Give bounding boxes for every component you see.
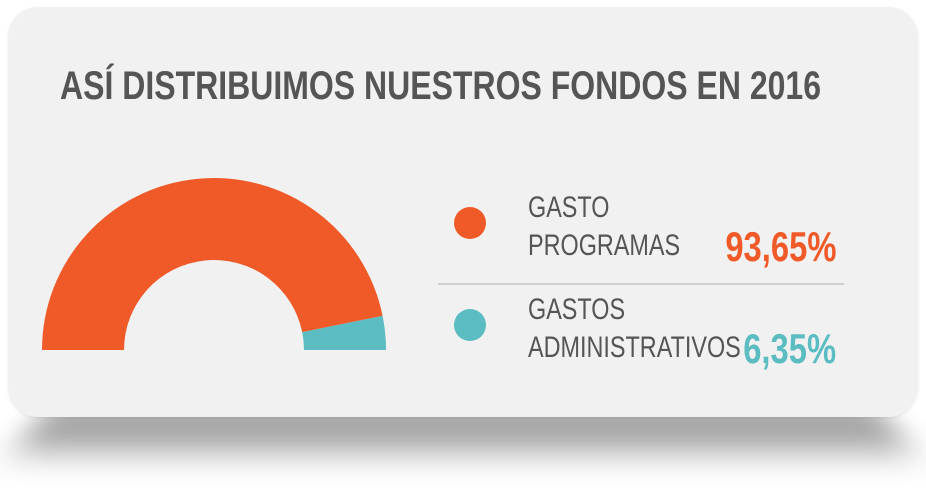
value-label-administrativos: 6,35% bbox=[743, 325, 836, 372]
value-label-programas: 93,65% bbox=[724, 223, 836, 270]
legend-item-administrativos: GASTOS ADMINISTRATIVOS 6,35% bbox=[438, 289, 858, 379]
legend-divider bbox=[438, 283, 844, 285]
legend-label-administrativos-line1: GASTOS bbox=[528, 293, 626, 326]
slice-administrativos bbox=[302, 315, 386, 350]
infographic-card: ASÍ DISTRIBUIMOS NUESTROS FONDOS EN 2016… bbox=[8, 7, 918, 417]
semi-donut-chart bbox=[42, 178, 386, 350]
chart-title: ASÍ DISTRIBUIMOS NUESTROS FONDOS EN 2016 bbox=[60, 64, 822, 108]
legend-label-programas: GASTO PROGRAMAS bbox=[528, 189, 680, 265]
legend-label-programas-line1: GASTO bbox=[528, 191, 610, 224]
legend-label-programas-line2: PROGRAMAS bbox=[528, 229, 681, 262]
legend-label-administrativos: GASTOS ADMINISTRATIVOS bbox=[528, 291, 741, 367]
slice-programas bbox=[42, 178, 383, 350]
administrativos-dot-icon bbox=[454, 309, 486, 341]
programas-dot-icon bbox=[454, 207, 486, 239]
legend-label-administrativos-line2: ADMINISTRATIVOS bbox=[528, 331, 741, 364]
legend-item-programas: GASTO PROGRAMAS 93,65% bbox=[438, 187, 858, 277]
